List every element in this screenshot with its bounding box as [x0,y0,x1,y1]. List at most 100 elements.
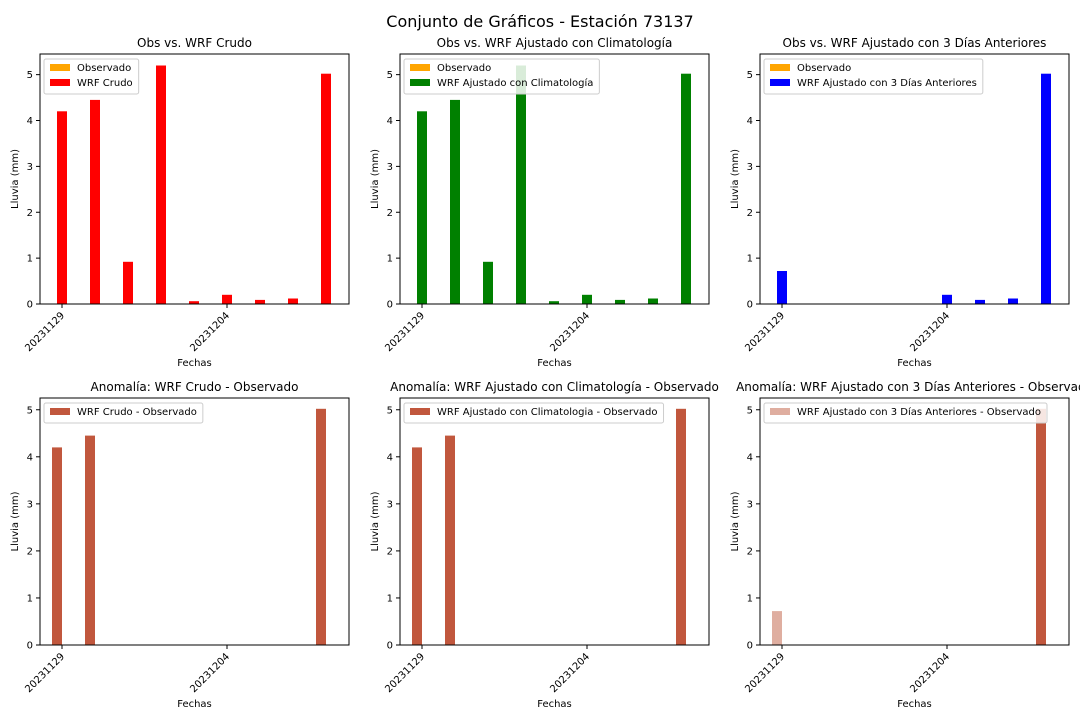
x-axis-label: Fechas [537,358,572,369]
y-tick-label: 3 [387,499,393,510]
x-tick-label: 20231204 [188,310,232,354]
x-tick-label: 20231129 [383,651,427,695]
bar-wrf-ajustado-con-3-d-as-anteriores-20231129 [777,271,787,304]
bar-wrf-crudo-20231205 [255,299,265,304]
legend: WRF Ajustado con Climatologia - Observad… [403,402,665,424]
y-tick-label: 4 [747,116,753,127]
bar-wrf-crudo-observado-20231130 [85,435,95,645]
bar-wrf-crudo-20231203 [189,301,199,304]
bar-wrf-crudo-observado-20231207 [316,408,326,645]
y-tick-label: 1 [747,254,753,265]
legend-label: Observado [437,63,491,74]
legend-swatch [770,408,790,415]
legend-label: WRF Ajustado con Climatología [437,77,593,89]
axes-frame [39,397,350,646]
legend-swatch [410,408,430,415]
legend-swatch [770,79,790,86]
x-axis-label: Fechas [897,699,932,710]
x-axis-label: Fechas [897,358,932,369]
y-tick-label: 5 [27,405,33,416]
bar-wrf-ajustado-con-climatolog-a-20231203 [549,301,559,304]
bar-wrf-crudo-20231130 [90,99,100,305]
x-tick-label: 20231129 [23,651,67,695]
bar-wrf-ajustado-con-climatolog-a-20231201 [483,261,493,304]
y-axis-label: Lluvia (mm) [370,491,381,551]
y-axis-label: Lluvia (mm) [10,491,21,551]
bar-wrf-ajustado-con-climatolog-a-20231205 [615,299,625,304]
x-tick-label: 20231204 [548,310,592,354]
x-tick-label: 20231129 [383,310,427,354]
y-tick-label: 0 [747,641,753,652]
bar-wrf-ajustado-con-climatologia-observado-20231207 [676,408,686,645]
x-tick-label: 20231204 [908,651,952,695]
y-tick-label: 0 [387,300,393,311]
y-tick-label: 1 [27,593,33,604]
x-tick-label: 20231204 [908,310,952,354]
bar-wrf-ajustado-con-climatolog-a-20231204 [582,294,592,304]
chart-title: Obs vs. WRF Crudo [137,36,252,50]
bar-wrf-ajustado-con-3-d-as-anteriores-observado-20231129 [772,611,782,645]
legend-frame [43,402,204,424]
x-tick-label: 20231129 [743,310,787,354]
chart-panel-2: 0 1 2 3 4 5 20231129 20231204 Obs vs. WRF Ajusta… [370,36,710,369]
legend-frame [403,58,600,95]
y-tick-label: 2 [387,208,393,219]
y-tick-label: 1 [387,593,393,604]
bar-wrf-ajustado-con-climatolog-a-20231202 [516,65,526,304]
y-tick-label: 4 [27,116,33,127]
legend-swatch [50,64,70,71]
y-tick-label: 5 [387,70,393,81]
chart-title: Obs vs. WRF Ajustado con Climatología [437,36,673,50]
legend-frame [763,58,984,95]
legend: WRF Ajustado con 3 Días Anteriores - Obs… [763,402,1048,424]
legend-label: Observado [77,63,131,74]
y-tick-label: 3 [27,162,33,173]
axes-frame [399,53,710,305]
y-tick-label: 2 [387,546,393,557]
legend: Observado WRF Ajustado con 3 Días Anterio… [763,58,984,95]
legend: WRF Crudo - Observado [43,402,204,424]
legend-frame [763,402,1048,424]
axes-frame [759,397,1070,646]
legend-swatch [50,79,70,86]
bar-wrf-ajustado-con-climatologia-observado-20231129 [412,447,422,645]
y-tick-label: 0 [747,300,753,311]
x-tick-label: 20231129 [23,310,67,354]
y-tick-label: 5 [27,70,33,81]
chart-title: Anomalía: WRF Ajustado con Climatología … [390,380,719,394]
legend-label: Observado [797,63,851,74]
x-axis-label: Fechas [177,358,212,369]
chart-panel-1: 0 1 2 3 4 5 20231129 20231204 Obs vs. WRF Crudo F… [10,36,350,369]
bar-wrf-ajustado-con-climatolog-a-20231129 [417,111,427,304]
y-tick-label: 0 [387,641,393,652]
legend-swatch [770,64,790,71]
y-tick-label: 0 [27,300,33,311]
y-tick-label: 5 [387,405,393,416]
bar-wrf-ajustado-con-climatolog-a-20231206 [648,298,658,304]
legend-label: WRF Ajustado con 3 Días Anteriores - Obs… [797,406,1041,418]
chart-title: Anomalía: WRF Ajustado con 3 Días Anteri… [736,380,1080,394]
x-tick-label: 20231204 [548,651,592,695]
axes-frame [759,53,1070,305]
y-tick-label: 4 [387,452,393,463]
legend-swatch [410,64,430,71]
legend-label: WRF Ajustado con 3 Días Anteriores [797,77,977,89]
bar-wrf-ajustado-con-climatolog-a-20231207 [681,73,691,304]
y-tick-label: 4 [27,452,33,463]
y-tick-label: 5 [747,70,753,81]
bar-wrf-crudo-20231202 [156,65,166,304]
axes-frame [399,397,710,646]
chart-panel-3: 0 1 2 3 4 5 20231129 20231204 Obs vs. WRF Ajusta… [730,36,1070,369]
y-tick-label: 1 [747,593,753,604]
legend-frame [403,402,665,424]
bar-wrf-ajustado-con-3-d-as-anteriores-20231204 [942,294,952,304]
chart-panel-5: 0 1 2 3 4 5 20231129 20231204 Anomalía: WRF Ajus… [370,380,719,710]
y-axis-label: Lluvia (mm) [730,491,741,551]
x-axis-label: Fechas [177,699,212,710]
y-tick-label: 2 [27,546,33,557]
axes-frame [39,53,350,305]
y-tick-label: 5 [747,405,753,416]
bar-wrf-crudo-observado-20231129 [52,447,62,645]
x-tick-label: 20231129 [743,651,787,695]
